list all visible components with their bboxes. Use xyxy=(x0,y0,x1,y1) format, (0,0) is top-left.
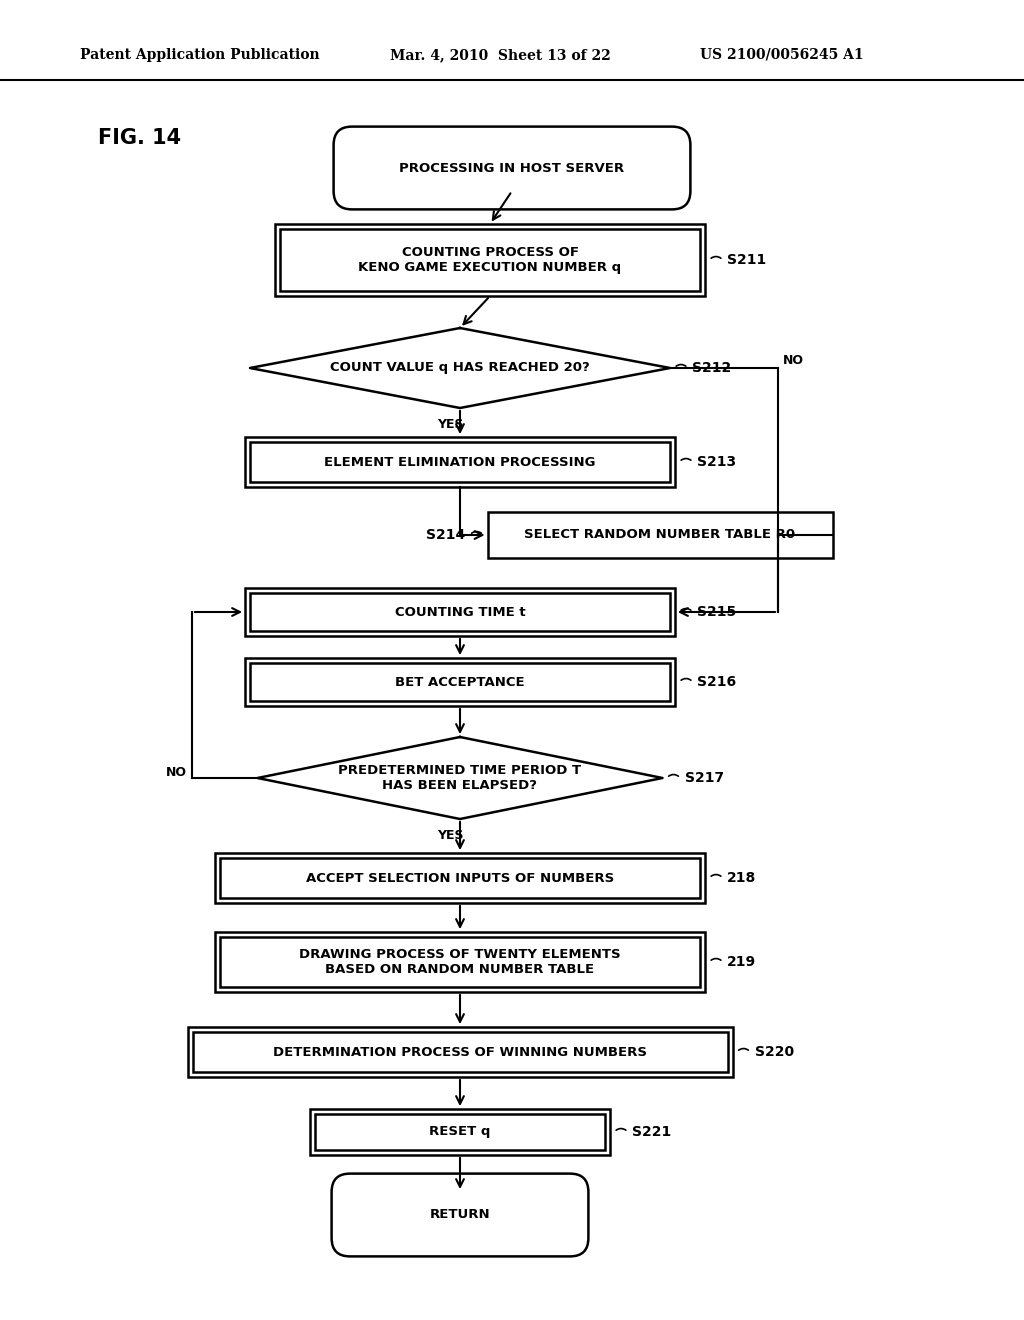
Text: YES: YES xyxy=(437,829,463,842)
Bar xyxy=(220,937,700,987)
Text: US 2100/0056245 A1: US 2100/0056245 A1 xyxy=(700,48,863,62)
Text: COUNTING TIME t: COUNTING TIME t xyxy=(394,606,525,619)
Text: Patent Application Publication: Patent Application Publication xyxy=(80,48,319,62)
Text: S213: S213 xyxy=(697,455,736,469)
Text: RETURN: RETURN xyxy=(430,1209,490,1221)
Bar xyxy=(280,228,700,290)
Text: S221: S221 xyxy=(632,1125,672,1139)
Text: PREDETERMINED TIME PERIOD T
HAS BEEN ELAPSED?: PREDETERMINED TIME PERIOD T HAS BEEN ELA… xyxy=(339,764,582,792)
Text: FIG. 14: FIG. 14 xyxy=(98,128,181,148)
Text: YES: YES xyxy=(437,418,463,432)
Polygon shape xyxy=(250,327,670,408)
Bar xyxy=(220,858,700,898)
Bar xyxy=(215,853,705,903)
Text: ELEMENT ELIMINATION PROCESSING: ELEMENT ELIMINATION PROCESSING xyxy=(325,455,596,469)
Bar xyxy=(215,932,705,993)
Text: 218: 218 xyxy=(727,871,757,884)
Text: S216: S216 xyxy=(697,675,736,689)
Bar xyxy=(245,437,675,487)
Text: PROCESSING IN HOST SERVER: PROCESSING IN HOST SERVER xyxy=(399,161,625,174)
Bar xyxy=(250,663,670,701)
Text: DRAWING PROCESS OF TWENTY ELEMENTS
BASED ON RANDOM NUMBER TABLE: DRAWING PROCESS OF TWENTY ELEMENTS BASED… xyxy=(299,948,621,975)
FancyBboxPatch shape xyxy=(332,1173,589,1257)
Text: S214: S214 xyxy=(426,528,466,543)
Text: S211: S211 xyxy=(727,253,766,267)
Bar xyxy=(193,1032,727,1072)
Text: BET ACCEPTANCE: BET ACCEPTANCE xyxy=(395,676,525,689)
Bar xyxy=(187,1027,732,1077)
Bar xyxy=(250,593,670,631)
Bar xyxy=(310,1109,610,1155)
FancyBboxPatch shape xyxy=(334,127,690,210)
Text: Mar. 4, 2010  Sheet 13 of 22: Mar. 4, 2010 Sheet 13 of 22 xyxy=(390,48,610,62)
Text: NO: NO xyxy=(783,354,804,367)
Text: NO: NO xyxy=(166,767,187,780)
Bar xyxy=(315,1114,605,1150)
Bar xyxy=(245,587,675,636)
Polygon shape xyxy=(257,737,663,818)
Text: 219: 219 xyxy=(727,954,756,969)
Bar xyxy=(250,442,670,482)
Text: DETERMINATION PROCESS OF WINNING NUMBERS: DETERMINATION PROCESS OF WINNING NUMBERS xyxy=(273,1045,647,1059)
Text: COUNT VALUE q HAS REACHED 20?: COUNT VALUE q HAS REACHED 20? xyxy=(330,362,590,375)
Bar xyxy=(245,657,675,706)
Text: S215: S215 xyxy=(697,605,736,619)
Text: S217: S217 xyxy=(684,771,724,785)
Bar xyxy=(487,512,833,558)
Text: S212: S212 xyxy=(692,360,731,375)
Text: ACCEPT SELECTION INPUTS OF NUMBERS: ACCEPT SELECTION INPUTS OF NUMBERS xyxy=(306,871,614,884)
Text: RESET q: RESET q xyxy=(429,1126,490,1138)
Bar xyxy=(275,224,705,296)
Text: SELECT RANDOM NUMBER TABLE R0: SELECT RANDOM NUMBER TABLE R0 xyxy=(524,528,796,541)
Text: S220: S220 xyxy=(755,1045,794,1059)
Text: COUNTING PROCESS OF
KENO GAME EXECUTION NUMBER q: COUNTING PROCESS OF KENO GAME EXECUTION … xyxy=(358,246,622,275)
